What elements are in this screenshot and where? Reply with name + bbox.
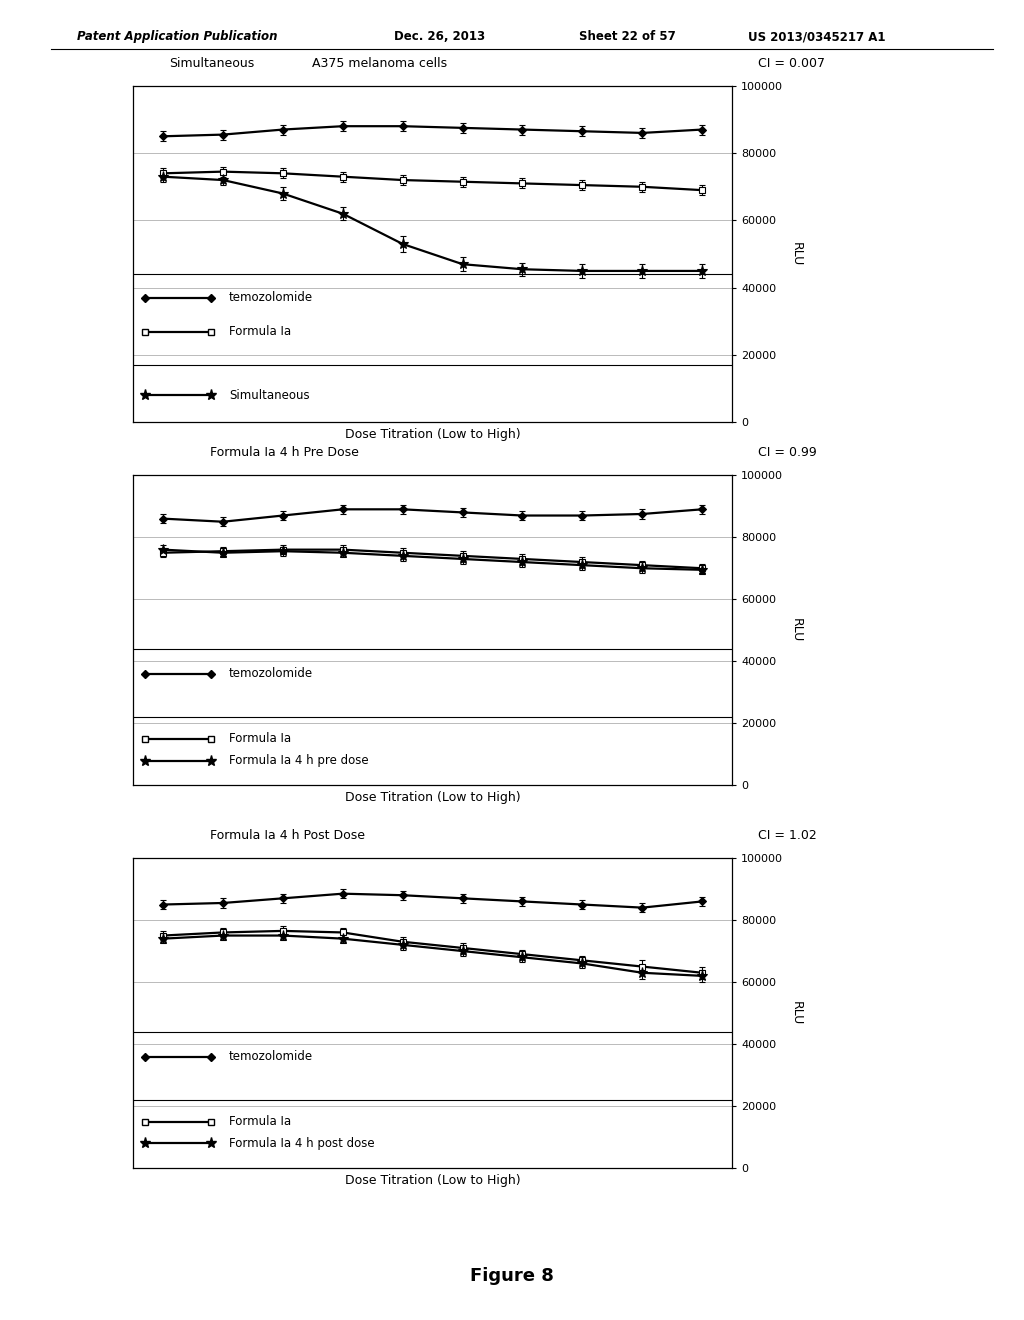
Text: Dec. 26, 2013: Dec. 26, 2013 [394, 30, 485, 44]
Text: Sheet 22 of 57: Sheet 22 of 57 [579, 30, 675, 44]
Text: Formula Ia 4 h Post Dose: Formula Ia 4 h Post Dose [210, 829, 365, 842]
Text: Simultaneous: Simultaneous [229, 389, 309, 403]
Text: temozolomide: temozolomide [229, 667, 313, 680]
Text: Formula Ia: Formula Ia [229, 325, 291, 338]
Text: temozolomide: temozolomide [229, 292, 313, 305]
X-axis label: Dose Titration (Low to High): Dose Titration (Low to High) [345, 1173, 520, 1187]
Text: Formula Ia 4 h pre dose: Formula Ia 4 h pre dose [229, 754, 369, 767]
Text: CI = 0.007: CI = 0.007 [758, 57, 824, 70]
Text: US 2013/0345217 A1: US 2013/0345217 A1 [748, 30, 885, 44]
Text: Formula Ia 4 h post dose: Formula Ia 4 h post dose [229, 1137, 375, 1150]
Text: CI = 1.02: CI = 1.02 [758, 829, 816, 842]
Text: Formula Ia 4 h Pre Dose: Formula Ia 4 h Pre Dose [210, 446, 358, 459]
Text: Figure 8: Figure 8 [470, 1267, 554, 1286]
Text: Formula Ia: Formula Ia [229, 733, 291, 746]
Text: temozolomide: temozolomide [229, 1049, 313, 1063]
Text: CI = 0.99: CI = 0.99 [758, 446, 816, 459]
Text: Patent Application Publication: Patent Application Publication [77, 30, 278, 44]
X-axis label: Dose Titration (Low to High): Dose Titration (Low to High) [345, 791, 520, 804]
Y-axis label: RLU: RLU [790, 1001, 803, 1026]
X-axis label: Dose Titration (Low to High): Dose Titration (Low to High) [345, 428, 520, 441]
Text: Simultaneous: Simultaneous [169, 57, 254, 70]
Y-axis label: RLU: RLU [790, 242, 803, 267]
Y-axis label: RLU: RLU [790, 618, 803, 643]
Text: A375 melanoma cells: A375 melanoma cells [312, 57, 447, 70]
Text: Formula Ia: Formula Ia [229, 1115, 291, 1129]
